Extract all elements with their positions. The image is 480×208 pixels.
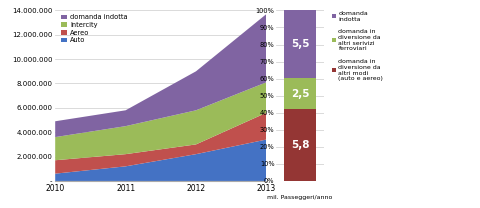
Text: 2,5: 2,5	[291, 89, 309, 99]
Legend: domanda
indotta, domanda in
diversione da
altri serivizi
ferroviari, domanda in
: domanda indotta, domanda in diversione d…	[331, 10, 384, 82]
Bar	[284, 109, 316, 181]
Legend: domanda indotta, Intercity, Aereo, Auto: domanda indotta, Intercity, Aereo, Auto	[60, 14, 128, 44]
Text: 5,8: 5,8	[291, 140, 309, 150]
Text: 5,5: 5,5	[291, 39, 309, 49]
Text: mil. Passeggeri/anno: mil. Passeggeri/anno	[267, 195, 333, 200]
Bar	[284, 10, 316, 78]
Bar	[284, 78, 316, 109]
